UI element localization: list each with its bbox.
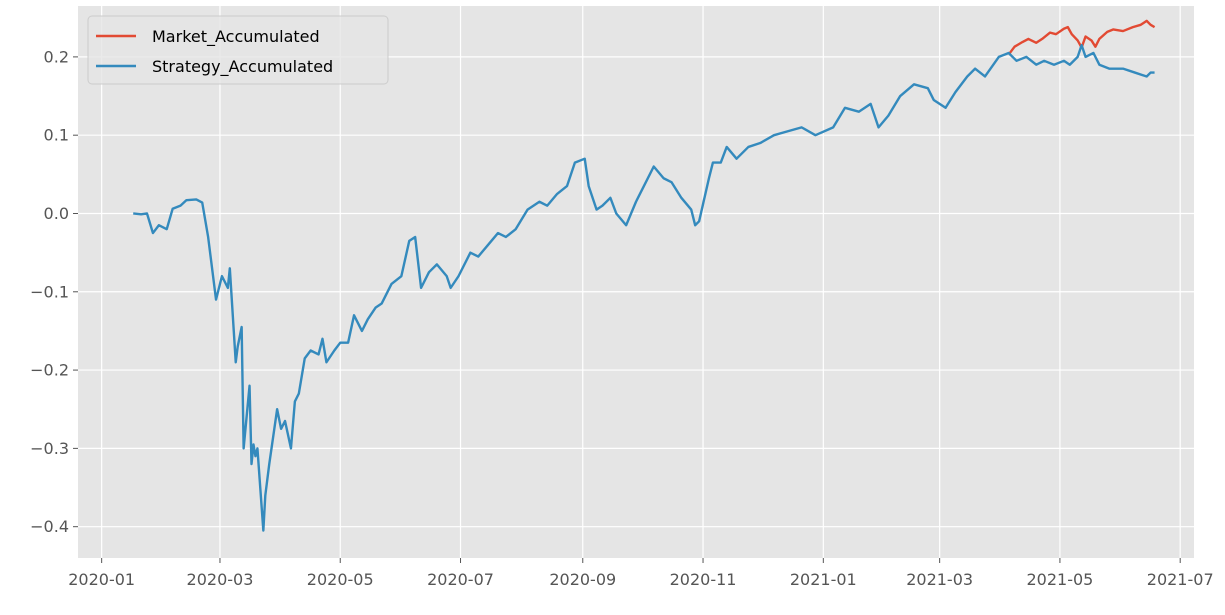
legend-box <box>87 15 389 85</box>
x-tick-label: 2021-03 <box>906 570 973 589</box>
x-tick-label: 2021-05 <box>1026 570 1093 589</box>
legend: Market_Accumulated Strategy_Accumulated <box>87 15 389 85</box>
y-tick-label: 0.2 <box>44 47 69 66</box>
grid <box>78 6 1194 558</box>
x-tick-label: 2020-03 <box>187 570 254 589</box>
y-tick-label: −0.3 <box>30 439 69 458</box>
y-tick-label: −0.1 <box>30 282 69 301</box>
x-tick-label: 2020-11 <box>670 570 737 589</box>
legend-label-strategy: Strategy_Accumulated <box>152 57 333 77</box>
x-tick-label: 2021-01 <box>790 570 857 589</box>
series-layer <box>133 19 1156 532</box>
y-tick-label: 0.0 <box>44 204 69 223</box>
x-tick-label: 2020-09 <box>549 570 616 589</box>
y-tick-label: 0.1 <box>44 126 69 145</box>
x-tick-label: 2021-07 <box>1147 570 1214 589</box>
x-tick-label: 2020-01 <box>68 570 135 589</box>
x-tick-label: 2020-05 <box>307 570 374 589</box>
y-tick-label: −0.4 <box>30 517 69 536</box>
plot-area <box>78 6 1194 558</box>
legend-label-market: Market_Accumulated <box>152 27 320 47</box>
y-tick-label: −0.2 <box>30 361 69 380</box>
series-line-strategy-accumulated <box>133 43 1155 532</box>
axes: −0.4 −0.3 −0.2 −0.1 0.0 0.1 0.2 2020-01 2020-03 2… <box>30 47 1213 589</box>
x-tick-label: 2020-07 <box>427 570 494 589</box>
